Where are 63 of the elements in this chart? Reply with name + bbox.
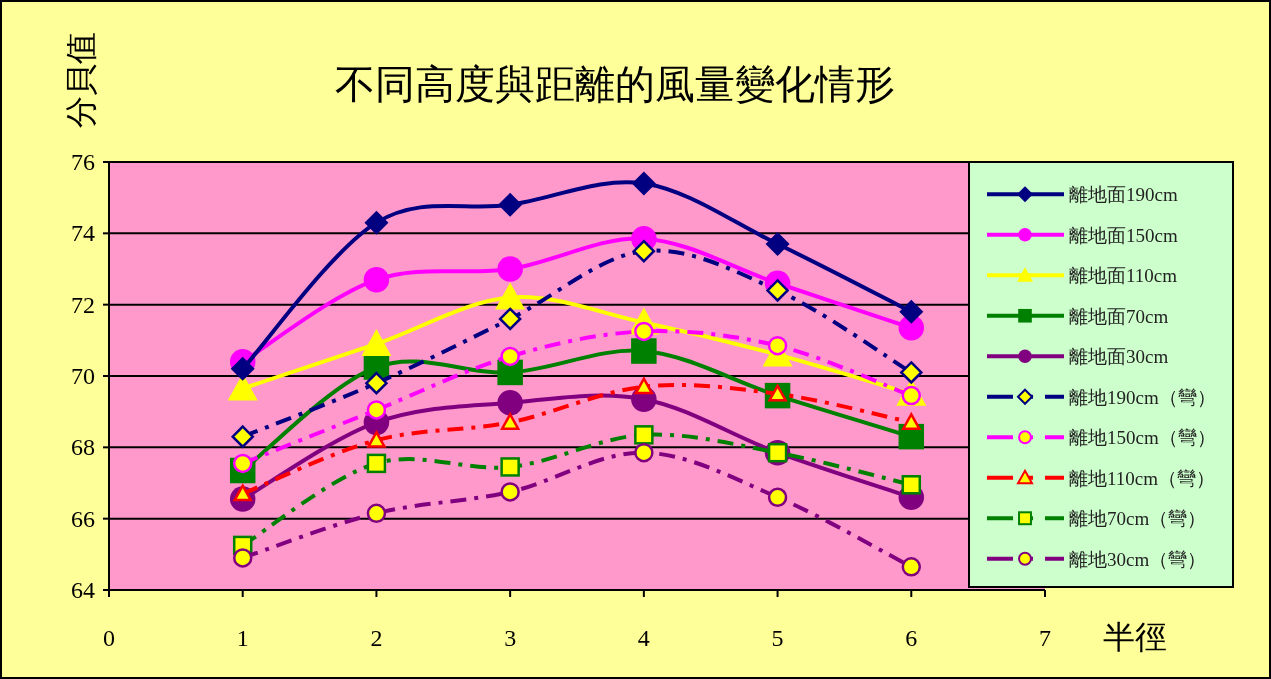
x-tick-label: 3: [504, 625, 517, 651]
y-tick-label: 72: [71, 291, 95, 318]
x-tick-label: 4: [637, 625, 650, 651]
point: [767, 335, 788, 356]
point: [363, 266, 390, 293]
point: [232, 548, 253, 568]
point: [765, 232, 790, 257]
point: [365, 371, 388, 395]
legend-label: 離地110cm（彎）: [1069, 467, 1216, 489]
point: [901, 475, 922, 495]
point: [500, 457, 520, 477]
x-tick-label: 7: [1039, 625, 1051, 651]
point: [498, 307, 522, 331]
y-tick-label: 66: [71, 505, 95, 532]
legend-label: 離地面30cm: [1069, 346, 1169, 368]
point: [497, 390, 523, 416]
point: [631, 338, 657, 364]
point: [364, 210, 389, 235]
chart-title: 不同高度與距離的風量變化情形: [335, 62, 895, 107]
legend-label: 離地190cm（彎）: [1069, 386, 1216, 408]
point: [634, 425, 654, 445]
y-tick-label: 68: [71, 434, 95, 461]
x-tick-label: 1: [236, 625, 249, 651]
x-tick-label: 6: [905, 625, 918, 651]
y-tick-label: 74: [71, 220, 95, 247]
point: [899, 299, 924, 324]
legend-label: 離地70cm（彎）: [1069, 508, 1207, 530]
point: [367, 430, 386, 448]
point: [634, 377, 654, 395]
x-axis-title: 半徑: [1103, 619, 1167, 655]
y-tick-label: 70: [71, 363, 95, 389]
legend-label: 離地150cm（彎）: [1069, 427, 1216, 449]
point: [631, 171, 656, 196]
point: [500, 482, 520, 502]
y-tick-label: 64: [71, 577, 95, 603]
point: [230, 356, 255, 381]
point: [366, 503, 387, 524]
y-tick-label: 76: [71, 149, 95, 175]
point: [634, 442, 654, 463]
point: [500, 346, 520, 367]
point: [361, 328, 392, 356]
point: [366, 453, 387, 474]
x-tick-label: 2: [370, 625, 383, 651]
point: [632, 239, 656, 263]
point: [767, 487, 788, 508]
point: [495, 282, 526, 310]
point: [900, 361, 923, 384]
legend-label: 離地面70cm: [1069, 305, 1169, 327]
legend-label: 離地面190cm: [1069, 184, 1178, 206]
point: [366, 400, 387, 420]
legend-label: 離地30cm（彎）: [1069, 548, 1207, 570]
point: [497, 256, 523, 282]
point: [766, 279, 789, 302]
y-axis-title: 分貝值: [63, 32, 99, 128]
x-tick-label: 5: [771, 625, 784, 651]
point: [500, 413, 520, 431]
point: [902, 413, 921, 431]
x-tick-label: 0: [103, 625, 115, 651]
point: [498, 192, 523, 217]
legend-label: 離地面110cm: [1069, 265, 1178, 287]
point: [901, 557, 922, 577]
point: [231, 425, 254, 448]
legend-label: 離地面150cm: [1069, 224, 1178, 246]
